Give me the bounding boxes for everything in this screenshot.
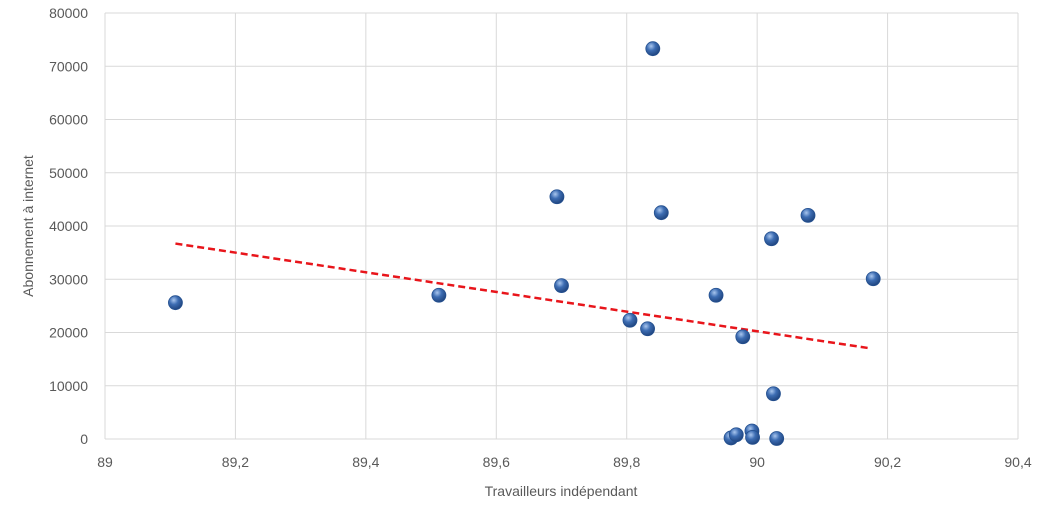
data-point xyxy=(764,231,779,247)
data-point xyxy=(708,287,724,303)
data-point xyxy=(431,287,447,303)
data-point xyxy=(766,386,781,402)
x-tick-label: 89 xyxy=(97,454,113,470)
y-tick-label: 50000 xyxy=(49,165,88,181)
x-tick-label: 89,4 xyxy=(352,454,379,470)
data-point xyxy=(769,431,785,446)
x-tick-label: 90,2 xyxy=(874,454,901,470)
y-tick-label: 30000 xyxy=(49,271,88,287)
x-axis-title: Travailleurs indépendant xyxy=(485,483,638,499)
data-point xyxy=(554,278,569,294)
y-tick-label: 60000 xyxy=(49,112,88,128)
x-tick-label: 89,8 xyxy=(613,454,640,470)
x-tick-label: 90 xyxy=(749,454,765,470)
data-point xyxy=(800,207,816,223)
data-point xyxy=(728,427,744,443)
data-point xyxy=(168,295,183,311)
x-tick-label: 89,6 xyxy=(483,454,510,470)
data-point xyxy=(653,205,669,221)
x-tick-label: 90,4 xyxy=(1004,454,1031,470)
y-tick-label: 80000 xyxy=(49,5,88,21)
y-tick-label: 0 xyxy=(80,431,88,447)
y-tick-label: 70000 xyxy=(49,58,88,74)
y-axis-title: Abonnement à internet xyxy=(20,155,36,297)
x-tick-labels: 89 89,2 89,4 89,6 89,8 90 90,2 90,4 xyxy=(97,454,1032,470)
data-point xyxy=(549,189,565,205)
y-tick-label: 20000 xyxy=(49,325,88,341)
data-point xyxy=(622,312,638,328)
x-tick-label: 89,2 xyxy=(222,454,249,470)
data-point xyxy=(865,271,881,287)
data-point xyxy=(640,321,655,337)
y-tick-label: 10000 xyxy=(49,378,88,394)
data-point xyxy=(645,41,661,57)
data-point xyxy=(735,329,751,345)
y-tick-labels: 0 10000 20000 30000 40000 50000 60000 70000 8000… xyxy=(49,5,88,447)
gridlines xyxy=(104,12,1019,440)
data-points xyxy=(168,41,881,446)
trendline xyxy=(175,242,872,350)
y-tick-label: 40000 xyxy=(49,218,88,234)
data-point xyxy=(745,430,760,445)
